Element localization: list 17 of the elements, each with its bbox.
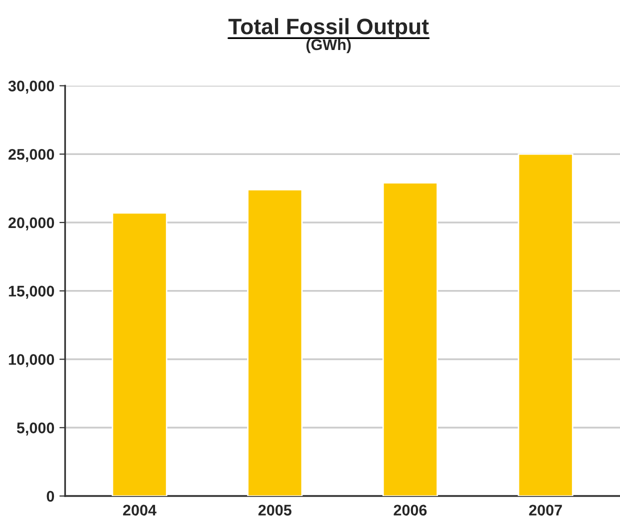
bar	[382, 182, 438, 496]
y-tick-label: 5,000	[16, 422, 54, 436]
x-tick-label: 2004	[123, 504, 156, 516]
x-tick-label: 2006	[394, 504, 427, 516]
y-tick-label: 0	[46, 490, 54, 502]
y-tick-label: 10,000	[8, 354, 54, 368]
bar	[247, 188, 303, 496]
y-tick-label: 30,000	[8, 80, 54, 94]
chart-subtitle: (GWh)	[306, 38, 351, 54]
y-tick-label: 15,000	[8, 286, 54, 299]
y-tick-label: 20,000	[8, 217, 54, 230]
chart-title: Total Fossil Output	[228, 18, 429, 39]
x-tick-label: 2005	[258, 504, 292, 516]
bar	[518, 153, 574, 496]
x-tick-label: 2007	[529, 504, 562, 516]
y-tick-label: 25,000	[8, 148, 54, 162]
bar	[112, 212, 168, 496]
